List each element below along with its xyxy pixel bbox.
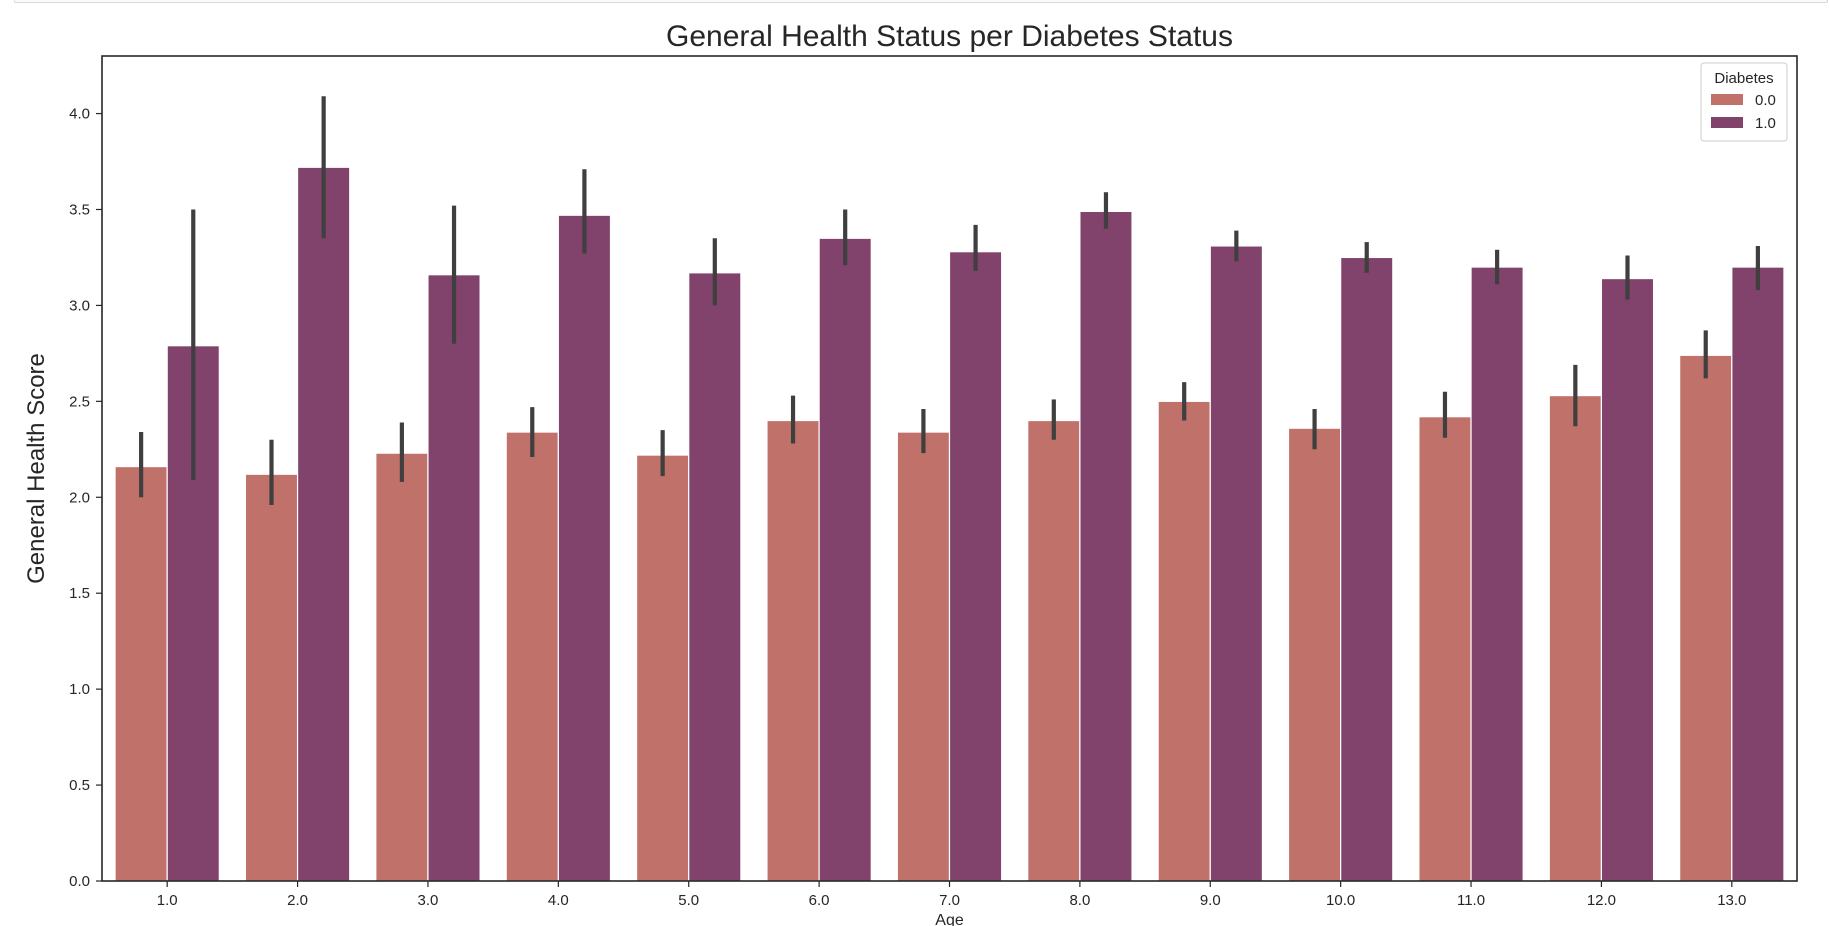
x-tick-label: 3.0 <box>418 892 439 909</box>
bar-series-1.0-age-5.0 <box>688 272 742 882</box>
bar-series-1.0-age-12.0 <box>1600 277 1655 882</box>
bar-series-1.0-age-9.0 <box>1209 245 1264 882</box>
x-axis-title: Age <box>935 912 964 926</box>
bar-series-0.0-age-5.0 <box>635 454 690 882</box>
bar-series-0.0-age-12.0 <box>1548 394 1603 882</box>
y-tick-label: 4.0 <box>69 106 90 123</box>
bar-series-1.0-age-2.0 <box>296 166 351 882</box>
y-tick-label: 2.0 <box>69 489 90 506</box>
x-tick-label: 2.0 <box>287 892 308 909</box>
bar-series-0.0-age-9.0 <box>1157 400 1211 882</box>
x-tick-label: 1.0 <box>157 892 178 909</box>
bar-series-0.0-age-10.0 <box>1287 427 1342 882</box>
x-tick-label: 10.0 <box>1326 892 1355 909</box>
legend-label-1.0: 1.0 <box>1755 115 1776 132</box>
bar-series-0.0-age-4.0 <box>505 431 559 882</box>
bar-series-1.0-age-7.0 <box>948 251 1003 882</box>
legend-title: Diabetes <box>1714 70 1773 87</box>
bar-series-0.0-age-6.0 <box>766 419 820 882</box>
legend-swatch-1.0 <box>1711 117 1743 128</box>
x-tick-label: 6.0 <box>809 892 830 909</box>
chart-title: General Health Status per Diabetes Statu… <box>666 20 1233 53</box>
x-axis: 1.0 2.0 3.0 4.0 5.0 6.0 7.0 8.0 9.0 10.0 11.0 12.0 1… <box>157 881 1746 909</box>
bar-series-0.0-age-2.0 <box>244 473 299 882</box>
y-tick-label: 2.5 <box>69 393 90 410</box>
legend-label-0.0: 0.0 <box>1755 92 1776 109</box>
x-tick-label: 13.0 <box>1717 892 1746 909</box>
bar-series-1.0-age-3.0 <box>427 274 481 882</box>
legend-items: 0.01.0 <box>1711 92 1776 132</box>
bar-series-0.0-age-11.0 <box>1418 416 1472 882</box>
y-tick-label: 3.5 <box>69 201 90 218</box>
y-axis-title: General Health Score <box>23 353 50 584</box>
output-cell-border <box>14 0 1828 3</box>
bar-series-0.0-age-13.0 <box>1679 354 1733 882</box>
error-bars-layer <box>139 96 1760 505</box>
x-tick-label: 11.0 <box>1457 892 1485 909</box>
bar-series-1.0-age-11.0 <box>1470 266 1524 882</box>
bars-layer <box>114 166 1785 882</box>
y-tick-label: 3.0 <box>69 297 90 314</box>
bar-series-1.0-age-6.0 <box>818 237 872 882</box>
x-tick-label: 8.0 <box>1069 892 1090 909</box>
x-tick-label: 5.0 <box>678 892 699 909</box>
y-tick-label: 1.0 <box>69 681 90 698</box>
x-tick-label: 7.0 <box>939 892 960 909</box>
x-tick-label: 4.0 <box>548 892 569 909</box>
y-tick-label: 0.5 <box>69 777 90 794</box>
y-tick-label: 0.0 <box>69 873 90 890</box>
y-axis: 0.0 0.5 1.0 1.5 2.0 2.5 3.0 3.5 4.0 <box>69 106 102 890</box>
x-tick-label: 12.0 <box>1587 892 1616 909</box>
bar-series-0.0-age-8.0 <box>1027 419 1081 882</box>
bar-series-1.0-age-4.0 <box>557 214 612 882</box>
bar-series-0.0-age-7.0 <box>896 431 951 882</box>
y-tick-label: 1.5 <box>69 585 90 602</box>
bar-series-0.0-age-1.0 <box>114 465 168 882</box>
bar-series-1.0-age-8.0 <box>1079 210 1133 882</box>
legend: Diabetes 0.01.0 <box>1700 62 1788 142</box>
bar-series-0.0-age-3.0 <box>375 452 429 882</box>
x-tick-label: 9.0 <box>1200 892 1221 909</box>
legend-swatch-0.0 <box>1711 94 1743 105</box>
bar-series-1.0-age-10.0 <box>1340 256 1394 882</box>
bar-series-1.0-age-13.0 <box>1731 266 1785 882</box>
